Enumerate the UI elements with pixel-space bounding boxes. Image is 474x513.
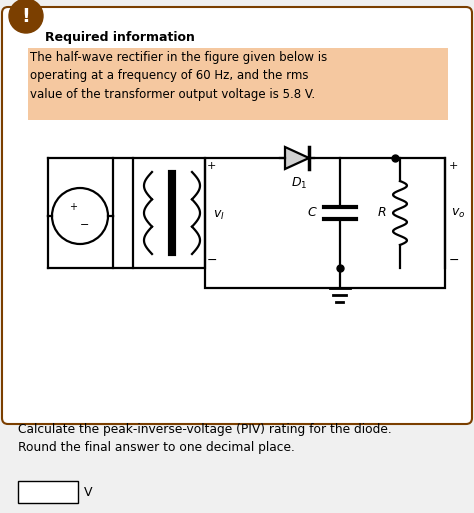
Text: $D_1$: $D_1$	[291, 176, 307, 191]
Text: $v_I$: $v_I$	[213, 208, 225, 222]
Text: −: −	[80, 220, 90, 230]
Text: !: !	[21, 7, 30, 26]
Text: $v_o$: $v_o$	[451, 206, 465, 220]
Text: +: +	[69, 202, 77, 212]
FancyBboxPatch shape	[2, 7, 472, 424]
Text: +: +	[449, 161, 458, 171]
FancyBboxPatch shape	[28, 48, 448, 120]
Text: −: −	[449, 253, 459, 266]
Text: Required information: Required information	[45, 30, 195, 44]
Circle shape	[9, 0, 43, 33]
Bar	[133, 158, 205, 268]
Text: +: +	[207, 161, 216, 171]
Text: C: C	[307, 207, 316, 220]
Text: V: V	[84, 485, 92, 499]
Text: The half-wave rectifier in the figure given below is
operating at a frequency of: The half-wave rectifier in the figure gi…	[30, 51, 327, 101]
Polygon shape	[285, 147, 309, 169]
FancyBboxPatch shape	[18, 481, 78, 503]
Text: Calculate the peak-inverse-voltage (PIV) rating for the diode.
Round the final a: Calculate the peak-inverse-voltage (PIV)…	[18, 423, 392, 455]
Bar	[205, 158, 445, 288]
Text: R: R	[377, 207, 386, 220]
Text: −: −	[207, 253, 218, 266]
